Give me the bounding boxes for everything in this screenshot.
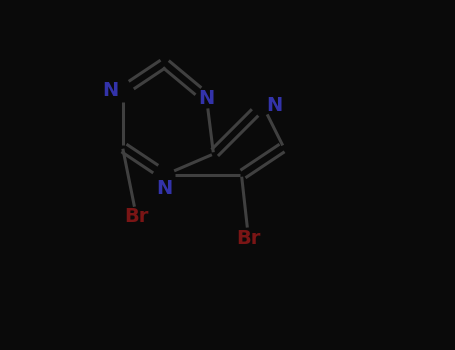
Text: Br: Br xyxy=(236,229,261,247)
Text: N: N xyxy=(103,82,119,100)
Text: N: N xyxy=(198,89,215,107)
Text: N: N xyxy=(266,96,282,114)
Text: Br: Br xyxy=(124,208,149,226)
Text: N: N xyxy=(157,178,172,197)
